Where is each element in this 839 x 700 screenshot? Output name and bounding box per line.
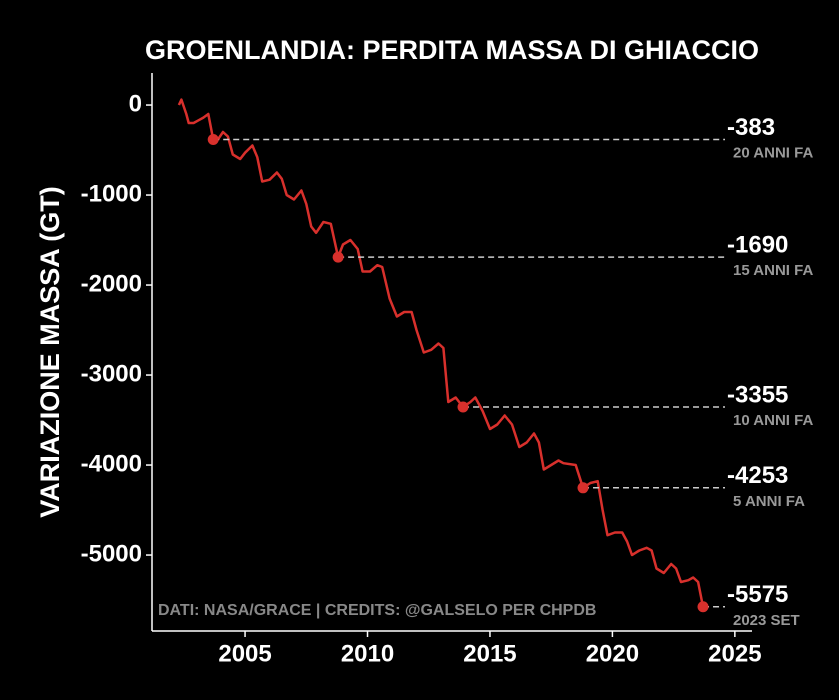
- annotation-value: -383: [727, 114, 775, 141]
- y-tick-label: 0: [129, 90, 142, 117]
- marker: [457, 401, 469, 413]
- x-tick-label: 2015: [463, 640, 516, 667]
- y-tick-label: -4000: [81, 450, 142, 477]
- x-tick-label: 2005: [218, 640, 271, 667]
- marker: [577, 482, 589, 494]
- marker: [697, 601, 709, 613]
- y-axis-label: VARIAZIONE MASSA (GT): [35, 186, 65, 518]
- x-tick-label: 2010: [341, 640, 394, 667]
- x-tick-label: 2025: [708, 640, 761, 667]
- y-tick-label: -1000: [81, 180, 142, 207]
- y-tick-label: -2000: [81, 270, 142, 297]
- annotation-value: -5575: [727, 581, 788, 608]
- annotation-label: 2023 SET: [733, 612, 800, 629]
- y-tick-label: -5000: [81, 540, 142, 567]
- y-tick-label: -3000: [81, 360, 142, 387]
- annotation-label: 5 ANNI FA: [733, 493, 805, 510]
- marker: [332, 251, 344, 263]
- annotation-label: 15 ANNI FA: [733, 262, 813, 279]
- data-line: [177, 98, 705, 608]
- x-tick-label: 2020: [586, 640, 639, 667]
- source-note: DATI: NASA/GRACE | CREDITS: @GALSELO PER…: [158, 602, 596, 619]
- annotation-value: -3355: [727, 381, 788, 408]
- marker: [207, 134, 219, 146]
- annotation-value: -1690: [727, 231, 788, 258]
- annotation-label: 10 ANNI FA: [733, 412, 813, 429]
- chart-title: GROENLANDIA: PERDITA MASSA DI GHIACCIO: [145, 35, 759, 65]
- annotation-value: -4253: [727, 462, 788, 489]
- annotation-label: 20 ANNI FA: [733, 144, 813, 161]
